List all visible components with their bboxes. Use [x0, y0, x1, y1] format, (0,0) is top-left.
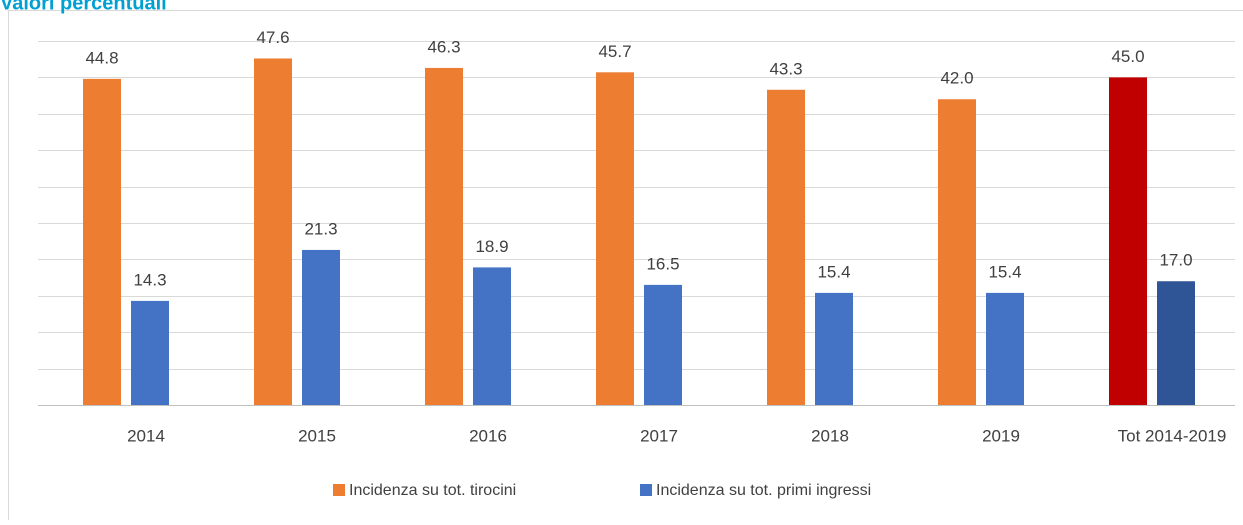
- bar: [425, 68, 463, 405]
- x-tick-label: 2019: [982, 426, 1020, 445]
- bar: [938, 99, 976, 405]
- bar: [1157, 281, 1195, 405]
- bar: [986, 293, 1024, 405]
- legend-label: Incidenza su tot. tirocini: [349, 482, 516, 499]
- bar: [83, 79, 121, 405]
- chart-title: Valori percentuali: [0, 0, 167, 14]
- data-label: 43.3: [769, 59, 802, 78]
- x-tick-label: 2018: [811, 426, 849, 445]
- data-label: 21.3: [304, 219, 337, 238]
- data-label: 42.0: [940, 69, 973, 88]
- data-label: 18.9: [475, 237, 508, 256]
- data-label: 46.3: [427, 37, 460, 56]
- data-label: 15.4: [817, 262, 850, 281]
- data-label: 16.5: [646, 254, 679, 273]
- x-tick-label: 2014: [127, 426, 165, 445]
- data-label: 44.8: [85, 48, 118, 67]
- legend-swatch: [640, 484, 652, 496]
- x-tick-label: Tot 2014-2019: [1118, 426, 1227, 445]
- data-label: 15.4: [988, 262, 1021, 281]
- data-label: 47.6: [256, 28, 289, 47]
- bar: [473, 267, 511, 405]
- bar: [1109, 77, 1147, 405]
- bar: [767, 90, 805, 405]
- bar: [131, 301, 169, 405]
- data-label: 14.3: [133, 270, 166, 289]
- bar: [644, 285, 682, 405]
- data-label: 45.0: [1111, 47, 1144, 66]
- data-label: 45.7: [598, 42, 631, 61]
- x-tick-label: 2017: [640, 426, 678, 445]
- x-tick-label: 2015: [298, 426, 336, 445]
- legend-label: Incidenza su tot. primi ingressi: [656, 482, 871, 499]
- bar: [596, 72, 634, 405]
- bar: [302, 250, 340, 405]
- bar: [815, 293, 853, 405]
- bar: [254, 58, 292, 405]
- legend-swatch: [333, 484, 345, 496]
- data-label: 17.0: [1159, 251, 1192, 270]
- x-tick-label: 2016: [469, 426, 507, 445]
